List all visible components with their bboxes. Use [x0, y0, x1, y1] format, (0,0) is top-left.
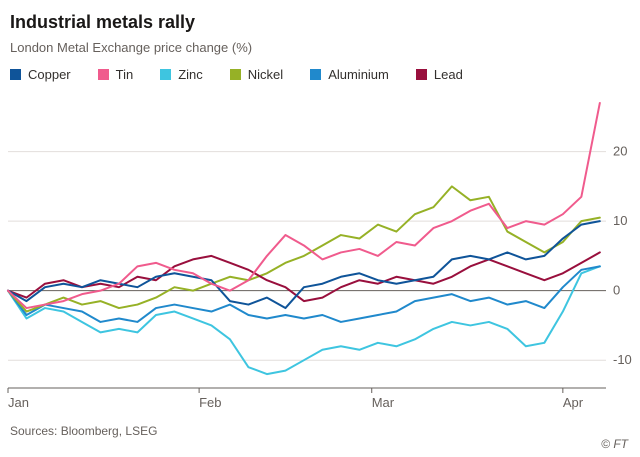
legend-swatch-zinc: [160, 69, 172, 80]
x-tick-label: Mar: [372, 395, 395, 410]
y-tick-label: -10: [613, 352, 632, 367]
legend-label: Zinc: [178, 67, 203, 82]
legend-item-lead: Lead: [415, 67, 463, 82]
series-line-lead: [7, 251, 601, 303]
y-tick-label: 20: [613, 144, 627, 159]
legend-swatch-tin: [97, 69, 109, 80]
legend-swatch-lead: [415, 69, 427, 80]
chart-subtitle: London Metal Exchange price change (%): [10, 40, 253, 55]
y-tick-label: 0: [613, 283, 620, 298]
legend-item-tin: Tin: [97, 67, 134, 82]
legend-swatch-copper: [10, 69, 21, 80]
series-line-zinc: [7, 265, 601, 376]
line-chart: -10 0 10 20 Jan Feb Mar Apr: [7, 101, 632, 410]
series-line-nickel: [7, 185, 601, 313]
legend-label: Tin: [115, 67, 134, 82]
series-line-aluminium: [7, 265, 601, 323]
legend-item-zinc: Zinc: [160, 67, 203, 82]
legend-swatch-nickel: [229, 69, 241, 80]
legend-label: Aluminium: [328, 67, 389, 82]
legend-label: Lead: [433, 67, 463, 82]
series-line-copper: [7, 220, 601, 310]
legend: Copper Tin Zinc Nickel Aluminium Lead: [10, 67, 640, 82]
legend-label: Copper: [28, 67, 71, 82]
legend-item-aluminium: Aluminium: [310, 67, 389, 82]
legend-swatch-aluminium: [310, 69, 322, 80]
x-tick-label: Feb: [199, 395, 221, 410]
x-tick-label: Apr: [563, 395, 584, 410]
legend-item-copper: Copper: [10, 67, 71, 82]
ft-copyright: © FT: [601, 437, 628, 451]
y-tick-label: 10: [613, 213, 627, 228]
sources-note: Sources: Bloomberg, LSEG: [10, 424, 158, 438]
chart-title: Industrial metals rally: [10, 12, 196, 32]
x-tick-label: Jan: [8, 395, 29, 410]
legend-label: Nickel: [247, 67, 284, 82]
series-line-tin: [7, 101, 601, 310]
legend-item-nickel: Nickel: [229, 67, 284, 82]
